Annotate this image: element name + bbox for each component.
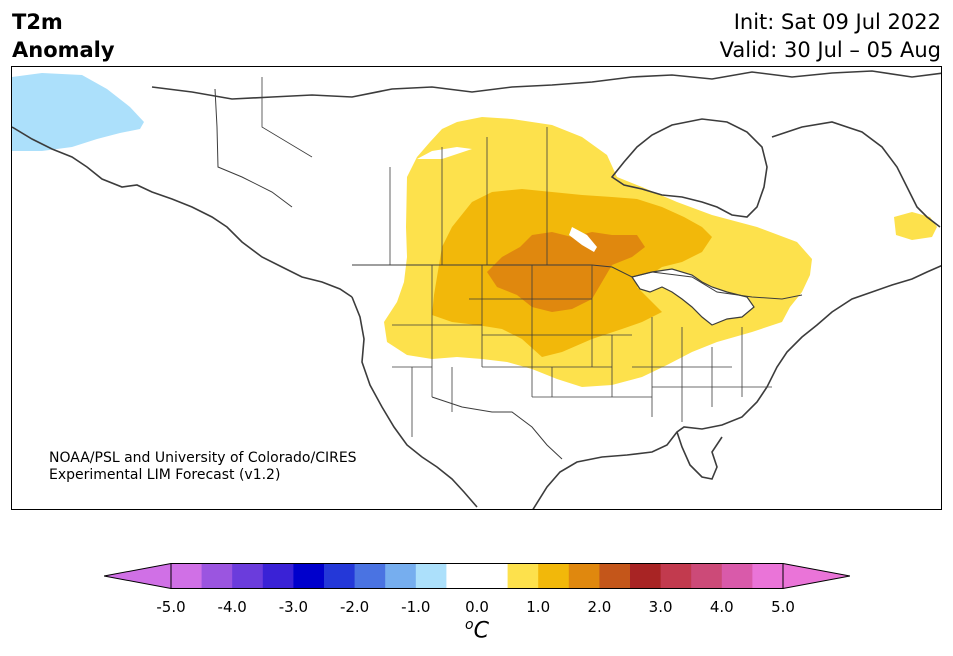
colorbar-bin	[446, 563, 478, 589]
neutral-gap-north	[417, 147, 472, 159]
admin-boundaries	[261, 77, 772, 437]
colorbar-bin	[752, 563, 784, 589]
colorbar-tick-label: 5.0	[771, 598, 795, 616]
colorbar-extend-high	[782, 563, 850, 589]
border-alaska-canada	[214, 88, 293, 208]
colorbar-bin	[538, 563, 570, 589]
unit-superscript: o	[465, 617, 474, 633]
coastline-gulf	[532, 265, 941, 509]
colorbar-bin	[171, 563, 203, 589]
coastline-west	[351, 296, 478, 508]
cold-anomaly-alaska	[12, 73, 144, 151]
colorbar-bin	[477, 563, 509, 589]
colorbar	[104, 563, 850, 589]
colorbar-bin	[660, 563, 692, 589]
forecast-dates: Init: Sat 09 Jul 2022 Valid: 30 Jul – 05…	[720, 8, 941, 64]
colorbar-bin	[354, 563, 386, 589]
warm-anomaly-level-3	[487, 232, 645, 312]
colorbar-tick-label: -3.0	[278, 598, 309, 616]
colorbar-tick-label: -4.0	[217, 598, 247, 616]
colorbar-frame	[170, 563, 784, 589]
coastline-alaska	[12, 126, 353, 298]
colorbar-bin	[415, 563, 447, 589]
colorbar-bin	[324, 563, 356, 589]
init-date: Init: Sat 09 Jul 2022	[733, 10, 941, 34]
credit-line-1: NOAA/PSL and University of Colorado/CIRE…	[49, 450, 357, 466]
coastline-florida	[676, 431, 723, 480]
unit-base: C	[473, 618, 489, 644]
colorbar-unit-label: oC	[465, 617, 489, 643]
border-canada-us	[352, 264, 803, 300]
colorbar-bin	[262, 563, 294, 589]
colorbar-tick-label: -5.0	[156, 598, 186, 616]
coastline-hudson-bay	[610, 118, 768, 218]
credit-line-2: Experimental LIM Forecast (v1.2)	[49, 467, 281, 483]
colorbar-bin	[599, 563, 631, 589]
coastline-labrador	[771, 121, 941, 228]
warm-anomaly-level-1-east	[894, 212, 937, 240]
colorbar-extend-low	[104, 563, 172, 589]
map-frame	[11, 66, 942, 510]
colorbar-bin	[721, 563, 753, 589]
colorbar-tick-label: -1.0	[401, 598, 431, 616]
title-line-2: Anomaly	[12, 38, 115, 62]
border-us-mexico	[431, 396, 563, 460]
colorbar-bin	[201, 563, 233, 589]
colorbar-tick-label: 0.0	[465, 598, 489, 616]
colorbar-bin	[630, 563, 662, 589]
colorbar-tick-label: 2.0	[587, 598, 612, 616]
neutral-gap-manitoba	[569, 227, 597, 252]
colorbar-bin	[507, 563, 539, 589]
great-lakes	[631, 268, 755, 326]
colorbar-tick-label: 3.0	[648, 598, 673, 616]
title-line-1: T2m	[12, 10, 63, 34]
colorbar-bin	[385, 563, 417, 589]
colorbar-bin	[691, 563, 723, 589]
colorbar-tick-label: 4.0	[709, 598, 734, 616]
colorbar-bin	[232, 563, 264, 589]
map-canvas	[12, 70, 941, 509]
valid-date: Valid: 30 Jul – 05 Aug	[719, 38, 941, 62]
map-title: T2m Anomaly	[12, 8, 115, 64]
colorbar-tick-label: 1.0	[526, 598, 551, 616]
colorbar-bin	[568, 563, 600, 589]
colorbar-bin	[293, 563, 325, 589]
coastline-arctic	[151, 70, 941, 100]
colorbar-tick-label: -2.0	[339, 598, 370, 616]
credit-text: NOAA/PSL and University of Colorado/CIRE…	[49, 450, 357, 484]
